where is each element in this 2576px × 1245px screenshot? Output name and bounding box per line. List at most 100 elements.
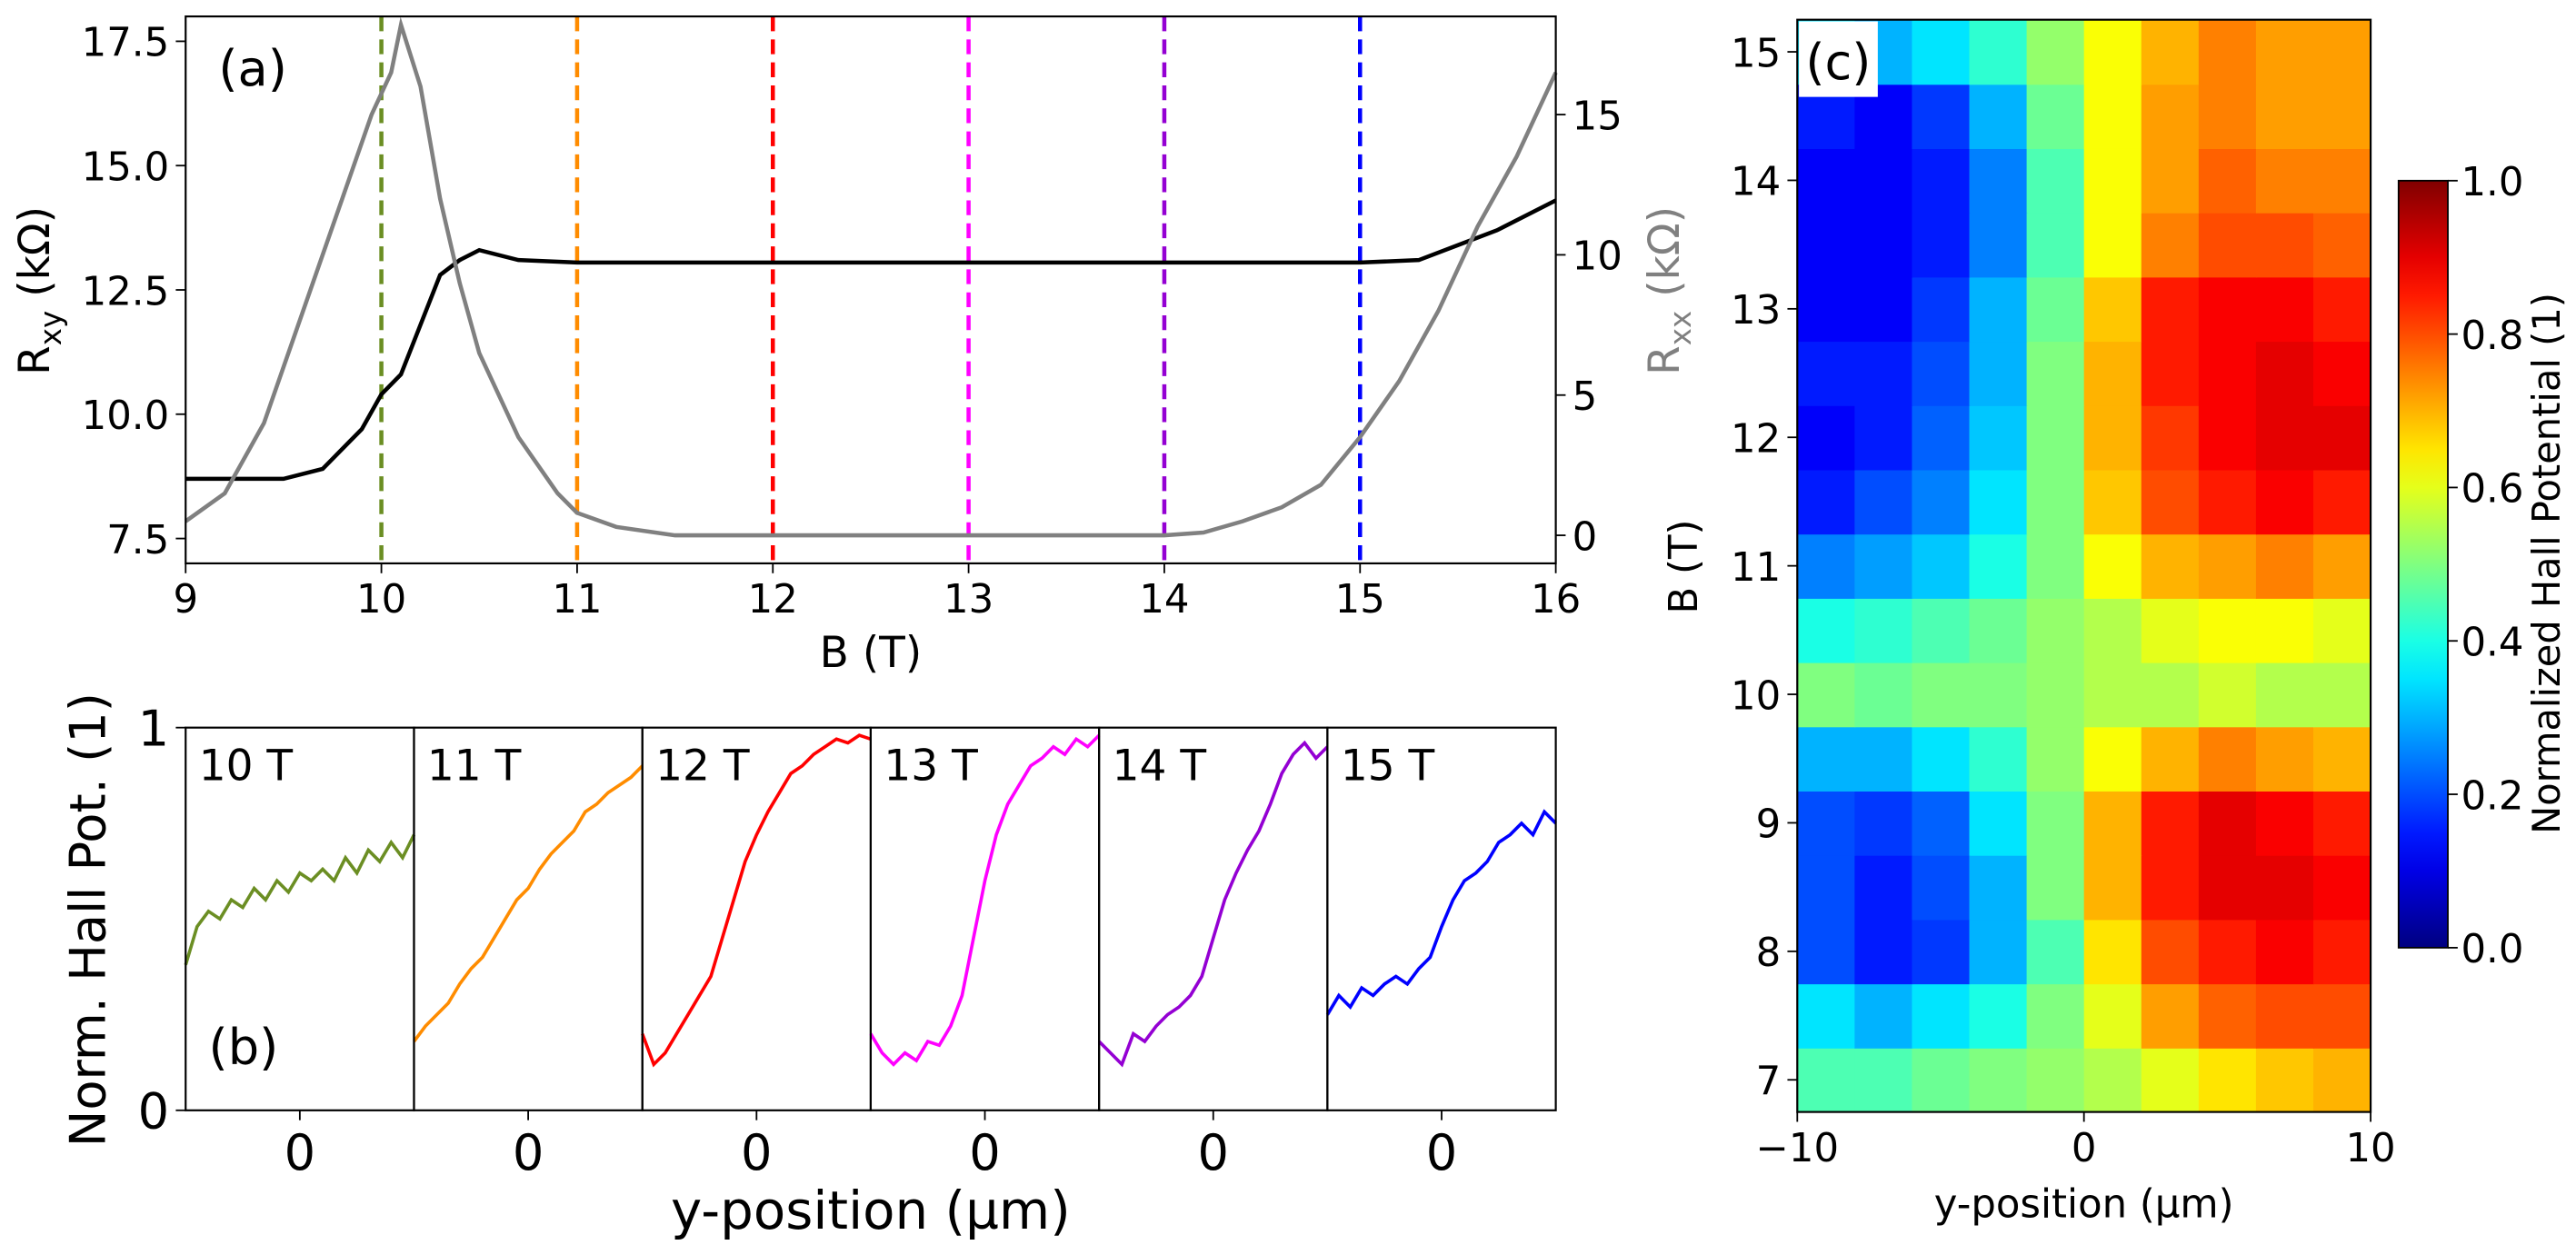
heatmap-cell xyxy=(1912,791,1971,856)
y-tick-label: 15 xyxy=(1731,31,1781,76)
heatmap-cell xyxy=(1969,726,2028,792)
x-tick-label: 11 xyxy=(552,577,602,622)
panel-label: (b) xyxy=(209,1019,279,1076)
heatmap-cell xyxy=(2255,983,2314,1049)
heatmap-cell xyxy=(2198,791,2257,856)
heatmap-cell xyxy=(1912,1047,1971,1113)
heatmap-cell xyxy=(1912,19,1971,85)
heatmap-cell xyxy=(2255,854,2314,921)
x-tick-label: 10 xyxy=(2345,1126,2395,1171)
heatmap-cell xyxy=(1797,469,1856,535)
heatmap-cell xyxy=(1854,919,1913,985)
heatmap-cell xyxy=(1797,854,1856,921)
heatmap-cell xyxy=(1969,919,2028,985)
heatmap-cell xyxy=(2141,854,2200,921)
heatmap-cell xyxy=(2026,148,2085,214)
heatmap-cell xyxy=(2141,276,2200,343)
heatmap-cell xyxy=(2198,919,2257,985)
heatmap-cell xyxy=(1797,726,1856,792)
colorbar-tick-label: 0.4 xyxy=(2461,621,2523,666)
x-tick-label: 15 xyxy=(1335,577,1385,622)
heatmap-cell xyxy=(2255,597,2314,663)
heatmap-cell xyxy=(2026,84,2085,149)
heatmap-cell xyxy=(2026,212,2085,278)
heatmap-cell xyxy=(2312,404,2371,471)
heatmap-cell xyxy=(2083,854,2142,921)
heatmap-cell xyxy=(1969,84,2028,149)
heatmap-cell xyxy=(2026,469,2085,535)
heatmap-cell xyxy=(2312,791,2371,856)
heatmap-cell xyxy=(2026,726,2085,792)
axis-label-part: R xyxy=(10,345,60,375)
heatmap-cell xyxy=(2083,726,2142,792)
y-tick-label: 15.0 xyxy=(82,144,170,190)
heatmap-cell xyxy=(2312,983,2371,1049)
heatmap-cell xyxy=(2026,19,2085,85)
heatmap-cell xyxy=(2026,854,2085,921)
x-tick-label: 0 xyxy=(1426,1124,1458,1181)
heatmap-cell xyxy=(1854,791,1913,856)
heatmap-cell xyxy=(1797,276,1856,343)
heatmap-cell xyxy=(1912,469,1971,535)
x-axis-label: y-position (µm) xyxy=(1934,1181,2234,1227)
y2-tick-label: 10 xyxy=(1573,234,1622,280)
heatmap-cell xyxy=(2083,84,2142,149)
data-line xyxy=(184,833,416,966)
heatmap-cell xyxy=(2083,597,2142,663)
heatmap-cell xyxy=(2312,212,2371,278)
heatmap-cell xyxy=(1797,404,1856,471)
subplot-title: 11 T xyxy=(427,742,522,792)
heatmap-cell xyxy=(2141,662,2200,728)
heatmap-cell xyxy=(1969,19,2028,85)
heatmap-cell xyxy=(1854,533,1913,599)
axis-label-part: (kΩ) xyxy=(1640,206,1690,311)
heatmap-cell xyxy=(2312,148,2371,214)
heatmap-cell xyxy=(2198,533,2257,599)
heatmap-cell xyxy=(2255,726,2314,792)
colorbar-tick-label: 0.6 xyxy=(2461,467,2523,513)
x-tick-label: 0 xyxy=(285,1124,316,1181)
heatmap-cell xyxy=(1969,469,2028,535)
x-axis-label: B (T) xyxy=(820,628,923,678)
x-tick-label: 10 xyxy=(356,577,406,622)
heatmap-cell xyxy=(1912,276,1971,343)
heatmap-cell xyxy=(2255,19,2314,85)
heatmap-cell xyxy=(2312,854,2371,921)
subplot-title: 14 T xyxy=(1113,742,1207,792)
heatmap-cell xyxy=(1797,662,1856,728)
colorbar-tick-label: 0.8 xyxy=(2461,314,2523,359)
data-line xyxy=(641,733,872,1068)
heatmap-cell xyxy=(2083,469,2142,535)
heatmap-cell xyxy=(1969,404,2028,471)
colorbar-tick-label: 1.0 xyxy=(2461,160,2523,205)
heatmap-cell xyxy=(2255,533,2314,599)
heatmap-cell xyxy=(2141,148,2200,214)
panel-label: (c) xyxy=(1805,34,1871,91)
heatmap-cell xyxy=(2141,983,2200,1049)
heatmap-cell xyxy=(2312,597,2371,663)
data-line xyxy=(185,198,1557,482)
heatmap-cell xyxy=(2083,662,2142,728)
x-tick-label: 16 xyxy=(1531,577,1581,622)
y2-tick-label: 0 xyxy=(1573,514,1598,560)
x-axis-label: y-position (µm) xyxy=(671,1180,1071,1241)
data-line xyxy=(413,764,644,1043)
heatmap-cell xyxy=(2026,662,2085,728)
heatmap-cell xyxy=(2141,212,2200,278)
heatmap-cell xyxy=(2255,662,2314,728)
heatmap-cell xyxy=(1912,662,1971,728)
heatmap-cell xyxy=(2312,1047,2371,1113)
heatmap-cell xyxy=(2141,919,2200,985)
heatmap-cell xyxy=(2141,533,2200,599)
heatmap-cell xyxy=(1854,597,1913,663)
heatmap-cell xyxy=(2255,148,2314,214)
x-tick-label: 14 xyxy=(1139,577,1189,622)
heatmap-cell xyxy=(2083,212,2142,278)
colorbar-tick-label: 0.2 xyxy=(2461,773,2523,819)
data-line xyxy=(869,733,1101,1067)
heatmap-cell xyxy=(2198,341,2257,406)
x-tick-label: 0 xyxy=(741,1124,773,1181)
heatmap-cell xyxy=(2026,533,2085,599)
heatmap-cell xyxy=(2141,597,2200,663)
heatmap-cell xyxy=(1912,84,1971,149)
